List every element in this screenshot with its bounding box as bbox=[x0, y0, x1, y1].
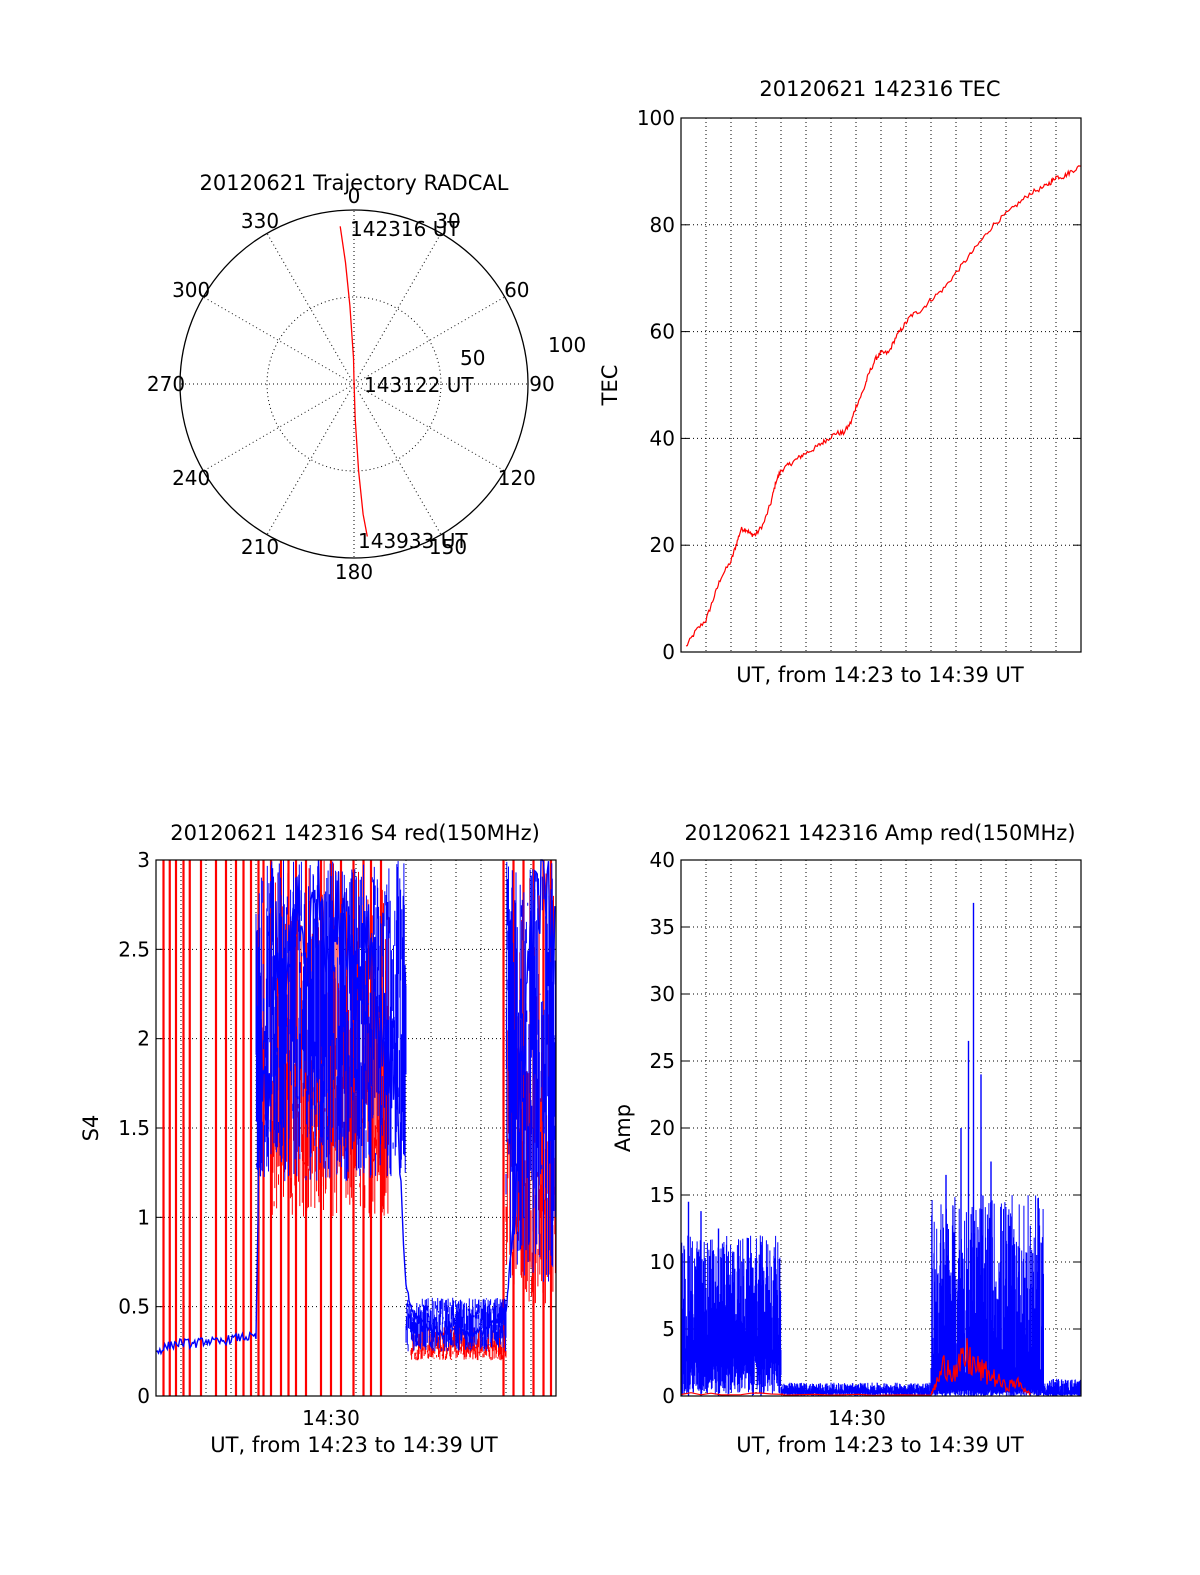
s4-ylabel: S4 bbox=[79, 1115, 103, 1142]
amp-y-tick-label: 30 bbox=[650, 982, 675, 1006]
amp-frame bbox=[680, 859, 1082, 1397]
tec-y-tick-label: 0 bbox=[662, 640, 675, 664]
polar-inner-circle bbox=[266, 296, 442, 472]
polar-annotation-end: 143933 UT bbox=[358, 529, 468, 553]
amp-blue-band bbox=[780, 1382, 932, 1396]
amp-y-tick-label: 0 bbox=[662, 1384, 675, 1408]
polar-annotation-start: 142316 UT bbox=[350, 217, 460, 241]
tec-ylabel: TEC bbox=[598, 365, 622, 407]
tec-line bbox=[685, 165, 1082, 647]
polar-spokes bbox=[180, 210, 528, 558]
polar-angle-label: 120 bbox=[498, 466, 536, 490]
polar-angle-label: 240 bbox=[172, 466, 210, 490]
polar-outer-circle bbox=[179, 209, 529, 559]
polar-title: 20120621 Trajectory RADCAL bbox=[200, 171, 509, 195]
s4-frame bbox=[155, 859, 557, 1397]
polar-spoke bbox=[203, 383, 355, 472]
tec-panel: 20120621 142316 TEC 0 20 40 60 80 100 TEC UT,… bbox=[598, 77, 1082, 687]
s4-y-tick-label: 0.5 bbox=[118, 1295, 150, 1319]
polar-trajectory bbox=[339, 226, 368, 537]
polar-spoke bbox=[353, 296, 505, 385]
polar-spoke bbox=[353, 383, 505, 472]
polar-angle-label: 30 bbox=[435, 209, 460, 233]
s4-blue-line bbox=[155, 859, 556, 1356]
tec-y-tick-label: 20 bbox=[650, 533, 675, 557]
polar-angle-label: 180 bbox=[335, 560, 373, 584]
polar-angle-label: 60 bbox=[504, 278, 529, 302]
polar-radius-label-100: 100 bbox=[548, 333, 586, 357]
s4-xlabel: UT, from 14:23 to 14:39 UT bbox=[210, 1433, 498, 1457]
polar-angle-label: 90 bbox=[529, 372, 554, 396]
s4-series bbox=[155, 859, 557, 1396]
polar-radius-label-50: 50 bbox=[460, 346, 485, 370]
polar-angle-labels: 0 30 60 90 120 150 180 210 240 270 300 330 bbox=[147, 184, 555, 584]
amp-blue-band bbox=[680, 1235, 782, 1396]
polar-spoke bbox=[353, 383, 442, 535]
amp-y-tick-label: 25 bbox=[650, 1049, 675, 1073]
polar-spoke bbox=[266, 233, 355, 385]
tec-y-ticks: 0 20 40 60 80 100 bbox=[637, 106, 1081, 664]
tec-series bbox=[685, 165, 1082, 647]
amp-y-tick-label: 35 bbox=[650, 915, 675, 939]
tec-y-tick-label: 40 bbox=[650, 426, 675, 450]
polar-angle-label: 300 bbox=[172, 278, 210, 302]
polar-angle-label: 330 bbox=[241, 209, 279, 233]
s4-y-tick-label: 0 bbox=[137, 1384, 150, 1408]
amp-panel: 20120621 142316 Amp red(150MHz) 0 5 10 15 20… bbox=[611, 821, 1082, 1457]
s4-y-tick-label: 2 bbox=[137, 1027, 150, 1051]
tec-grid bbox=[681, 118, 1081, 652]
polar-spoke bbox=[266, 383, 355, 535]
amp-blue-band bbox=[1043, 1378, 1082, 1396]
s4-panel: 20120621 142316 S4 red(150MHz) 0 0.5 1 1.5 2… bbox=[79, 821, 557, 1457]
s4-y-tick-label: 3 bbox=[137, 848, 150, 872]
s4-title: 20120621 142316 S4 red(150MHz) bbox=[170, 821, 540, 845]
s4-y-tick-label: 1 bbox=[137, 1205, 150, 1229]
polar-angle-label: 270 bbox=[147, 372, 185, 396]
amp-grid bbox=[681, 860, 1081, 1396]
tec-title: 20120621 142316 TEC bbox=[759, 77, 1000, 101]
s4-blue-band bbox=[255, 860, 407, 1182]
amp-ylabel: Amp bbox=[611, 1104, 635, 1152]
tec-y-tick-label: 60 bbox=[650, 320, 675, 344]
tec-y-tick-label: 100 bbox=[637, 106, 675, 130]
s4-y-tick-label: 2.5 bbox=[118, 937, 150, 961]
amp-y-tick-label: 10 bbox=[650, 1250, 675, 1274]
amp-y-tick-label: 15 bbox=[650, 1183, 675, 1207]
polar-angle-label: 150 bbox=[429, 535, 467, 559]
tec-frame bbox=[680, 117, 1082, 653]
tec-xlabel: UT, from 14:23 to 14:39 UT bbox=[736, 663, 1024, 687]
amp-y-tick-label: 5 bbox=[662, 1317, 675, 1341]
amp-series bbox=[680, 902, 1082, 1397]
amp-y-tick-label: 40 bbox=[650, 848, 675, 872]
amp-title: 20120621 142316 Amp red(150MHz) bbox=[684, 821, 1075, 845]
s4-y-tick-label: 1.5 bbox=[118, 1116, 150, 1140]
amp-y-tick-label: 20 bbox=[650, 1116, 675, 1140]
amp-xlabel: UT, from 14:23 to 14:39 UT bbox=[736, 1433, 1024, 1457]
amp-xtick-label: 14:30 bbox=[828, 1406, 886, 1430]
polar-panel: 20120621 Trajectory RADCAL 0 30 60 90 120 150… bbox=[147, 171, 586, 584]
polar-angle-label: 0 bbox=[348, 184, 361, 208]
polar-spoke bbox=[353, 233, 442, 385]
polar-trajectory-line bbox=[339, 226, 368, 537]
polar-spoke bbox=[203, 296, 355, 385]
polar-angle-label: 210 bbox=[241, 535, 279, 559]
tec-y-tick-label: 80 bbox=[650, 213, 675, 237]
polar-annotation-mid: 143122 UT bbox=[364, 373, 474, 397]
amp-red-line bbox=[680, 1338, 1032, 1397]
s4-xtick-label: 14:30 bbox=[302, 1406, 360, 1430]
